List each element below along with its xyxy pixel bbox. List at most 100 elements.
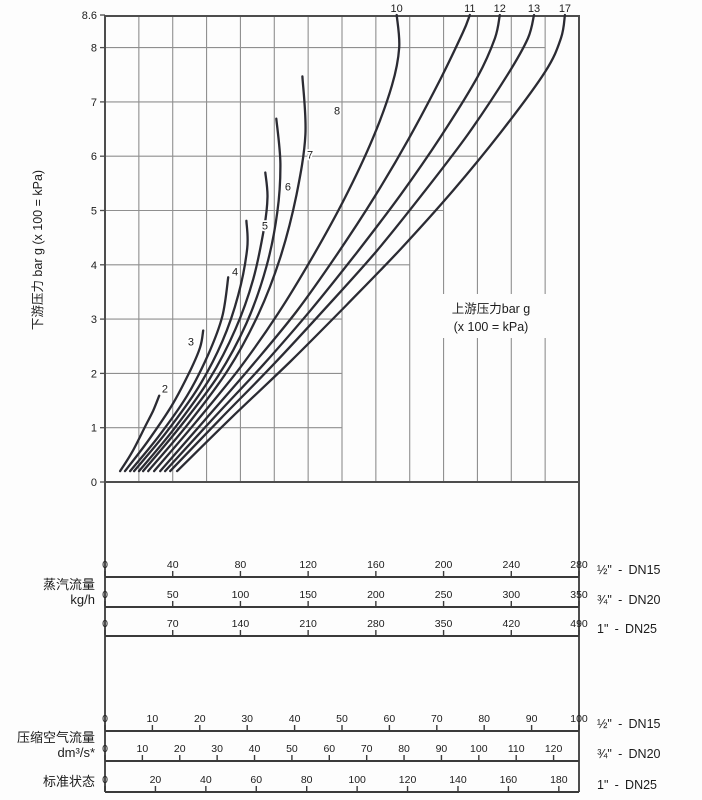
y-tick-label: 4: [91, 260, 97, 272]
y-axis-title: 下游压力 bar g (x 100 = kPa): [31, 170, 45, 330]
y-tick-label: 6: [91, 151, 97, 163]
steam-flow-label: 蒸汽流量: [43, 577, 95, 592]
scale-tick-label: 40: [249, 743, 261, 755]
curve-top-label-10: 10: [391, 3, 403, 15]
pressure-curve-2: [118, 394, 161, 473]
scale-tick-label: 160: [367, 559, 385, 571]
scale-tick-label: 30: [211, 743, 223, 755]
pressure-curve-13: [169, 13, 536, 473]
scale-tick-label: 140: [232, 618, 250, 630]
scale-tick-label: 80: [398, 743, 410, 755]
scale-tick-label: 250: [435, 589, 453, 601]
curve-label-6: 6: [285, 182, 291, 194]
scale-tick-label: 200: [435, 559, 453, 571]
flow-scale-steam-dn20: 0 50 100 150 200 250 300 350 ¾" - DN20: [102, 589, 661, 608]
scale-tick-label: 60: [384, 713, 396, 725]
scale-tick-label: 80: [235, 559, 247, 571]
static-labels: 下游压力 bar g (x 100 = kPa) 上游压力bar g (x 10…: [17, 170, 556, 789]
scale-tick-label: 0: [102, 559, 108, 571]
scale-tick-label: 300: [503, 589, 521, 601]
pipe-size-label: ½" - DN15: [597, 717, 661, 731]
scale-tick-label: 50: [336, 713, 348, 725]
flow-scale-air-dn25: 0 20 40 60 80 100 120 140 160 180 1" - DN25: [102, 774, 657, 793]
air-standard-state-label: 标准状态: [43, 774, 95, 789]
steam-flow-unit-label: kg/h: [70, 592, 95, 607]
y-tick-label: 5: [91, 206, 97, 218]
scale-tick-label: 110: [508, 743, 525, 755]
y-tick-label: 1: [91, 423, 97, 435]
scale-tick-label: 80: [301, 774, 313, 786]
curve-label-2: 2: [162, 384, 168, 396]
pressure-curve-8: [147, 75, 307, 473]
scale-tick-label: 100: [348, 774, 366, 786]
grid-horizontal-lines: [105, 47, 546, 429]
scale-tick-label: 90: [526, 713, 538, 725]
scale-tick-label: 100: [232, 589, 250, 601]
scale-tick-label: 0: [102, 774, 108, 786]
y-tick-label: 8: [91, 43, 97, 55]
scale-tick-label: 120: [545, 743, 563, 755]
pipe-size-label: ¾" - DN20: [597, 747, 661, 761]
scale-tick-label: 100: [570, 713, 588, 725]
scale-tick-label: 70: [167, 618, 179, 630]
scale-tick-label: 350: [435, 618, 453, 630]
scale-tick-label: 30: [241, 713, 253, 725]
scale-tick-label: 20: [150, 774, 162, 786]
scale-tick-label: 10: [137, 743, 149, 755]
curve-label-7: 7: [307, 150, 313, 162]
upstream-pressure-label-line1: 上游压力bar g: [452, 302, 531, 316]
pipe-size-label: 1" - DN25: [597, 778, 657, 792]
scale-tick-label: 150: [299, 589, 317, 601]
scale-tick-label: 80: [478, 713, 490, 725]
scale-tick-label: 120: [399, 774, 417, 786]
scale-tick-label: 160: [500, 774, 518, 786]
curve-top-label-17: 17: [559, 3, 571, 15]
pressure-curves: [118, 13, 567, 473]
flow-scale-air-dn20: 0 10 20 30 40 50 60 70 80 90 100 110 120 ¾" - DN20: [102, 743, 661, 762]
scale-tick-label: 50: [286, 743, 298, 755]
air-flow-label: 压缩空气流量: [17, 730, 95, 745]
scale-tick-label: 10: [147, 713, 159, 725]
y-tick-label: 0: [91, 477, 97, 489]
scale-tick-label: 50: [167, 589, 179, 601]
air-flow-unit-label: dm³/s*: [57, 745, 95, 760]
upstream-pressure-label-line2: (x 100 = kPa): [454, 320, 529, 334]
pressure-curve-10: [152, 13, 401, 473]
scale-tick-label: 180: [550, 774, 568, 786]
curve-top-label-12: 12: [494, 3, 506, 15]
scale-tick-label: 20: [194, 713, 206, 725]
curve-label-3: 3: [188, 336, 194, 348]
flow-scale-air-dn15: 0 10 20 30 40 50 60 70 80 90 100 ½" - DN15: [102, 713, 661, 732]
flow-scale-steam-dn15: 0 40 80 120 160 200 240 280 ½" - DN15: [102, 559, 661, 578]
y-tick-label: 3: [91, 314, 97, 326]
pressure-curve-17: [175, 13, 567, 473]
pressure-curve-11: [159, 13, 471, 473]
curve-label-8: 8: [334, 106, 340, 118]
flow-scale-steam-dn25: 0 70 140 210 280 350 420 490 1" - DN25: [102, 618, 657, 637]
scale-tick-label: 420: [503, 618, 521, 630]
y-tick-label: 7: [91, 97, 97, 109]
pressure-curve-6: [137, 171, 269, 473]
pipe-size-label: 1" - DN25: [597, 622, 657, 636]
scale-tick-label: 100: [470, 743, 488, 755]
pipe-size-label: ¾" - DN20: [597, 593, 661, 607]
scale-tick-label: 40: [200, 774, 212, 786]
curve-labels: 2 3 4 5 6 7 8 10 11 12 13 17: [160, 3, 571, 397]
curve-label-4: 4: [232, 266, 238, 278]
y-axis-tick-labels: 0 1 2 3 4 5 6 7 8 8.6: [82, 10, 105, 489]
scale-tick-label: 350: [570, 589, 588, 601]
curve-label-5: 5: [262, 221, 268, 233]
y-tick-label: 8.6: [82, 10, 97, 22]
scale-tick-label: 40: [167, 559, 179, 571]
scale-tick-label: 200: [367, 589, 385, 601]
scale-tick-label: 210: [299, 618, 317, 630]
scale-tick-label: 70: [431, 713, 443, 725]
scale-tick-label: 90: [436, 743, 448, 755]
scale-tick-label: 120: [299, 559, 317, 571]
scale-tick-label: 490: [570, 618, 588, 630]
scale-tick-label: 40: [289, 713, 301, 725]
pressure-curve-4: [128, 276, 230, 473]
scale-tick-label: 60: [323, 743, 335, 755]
